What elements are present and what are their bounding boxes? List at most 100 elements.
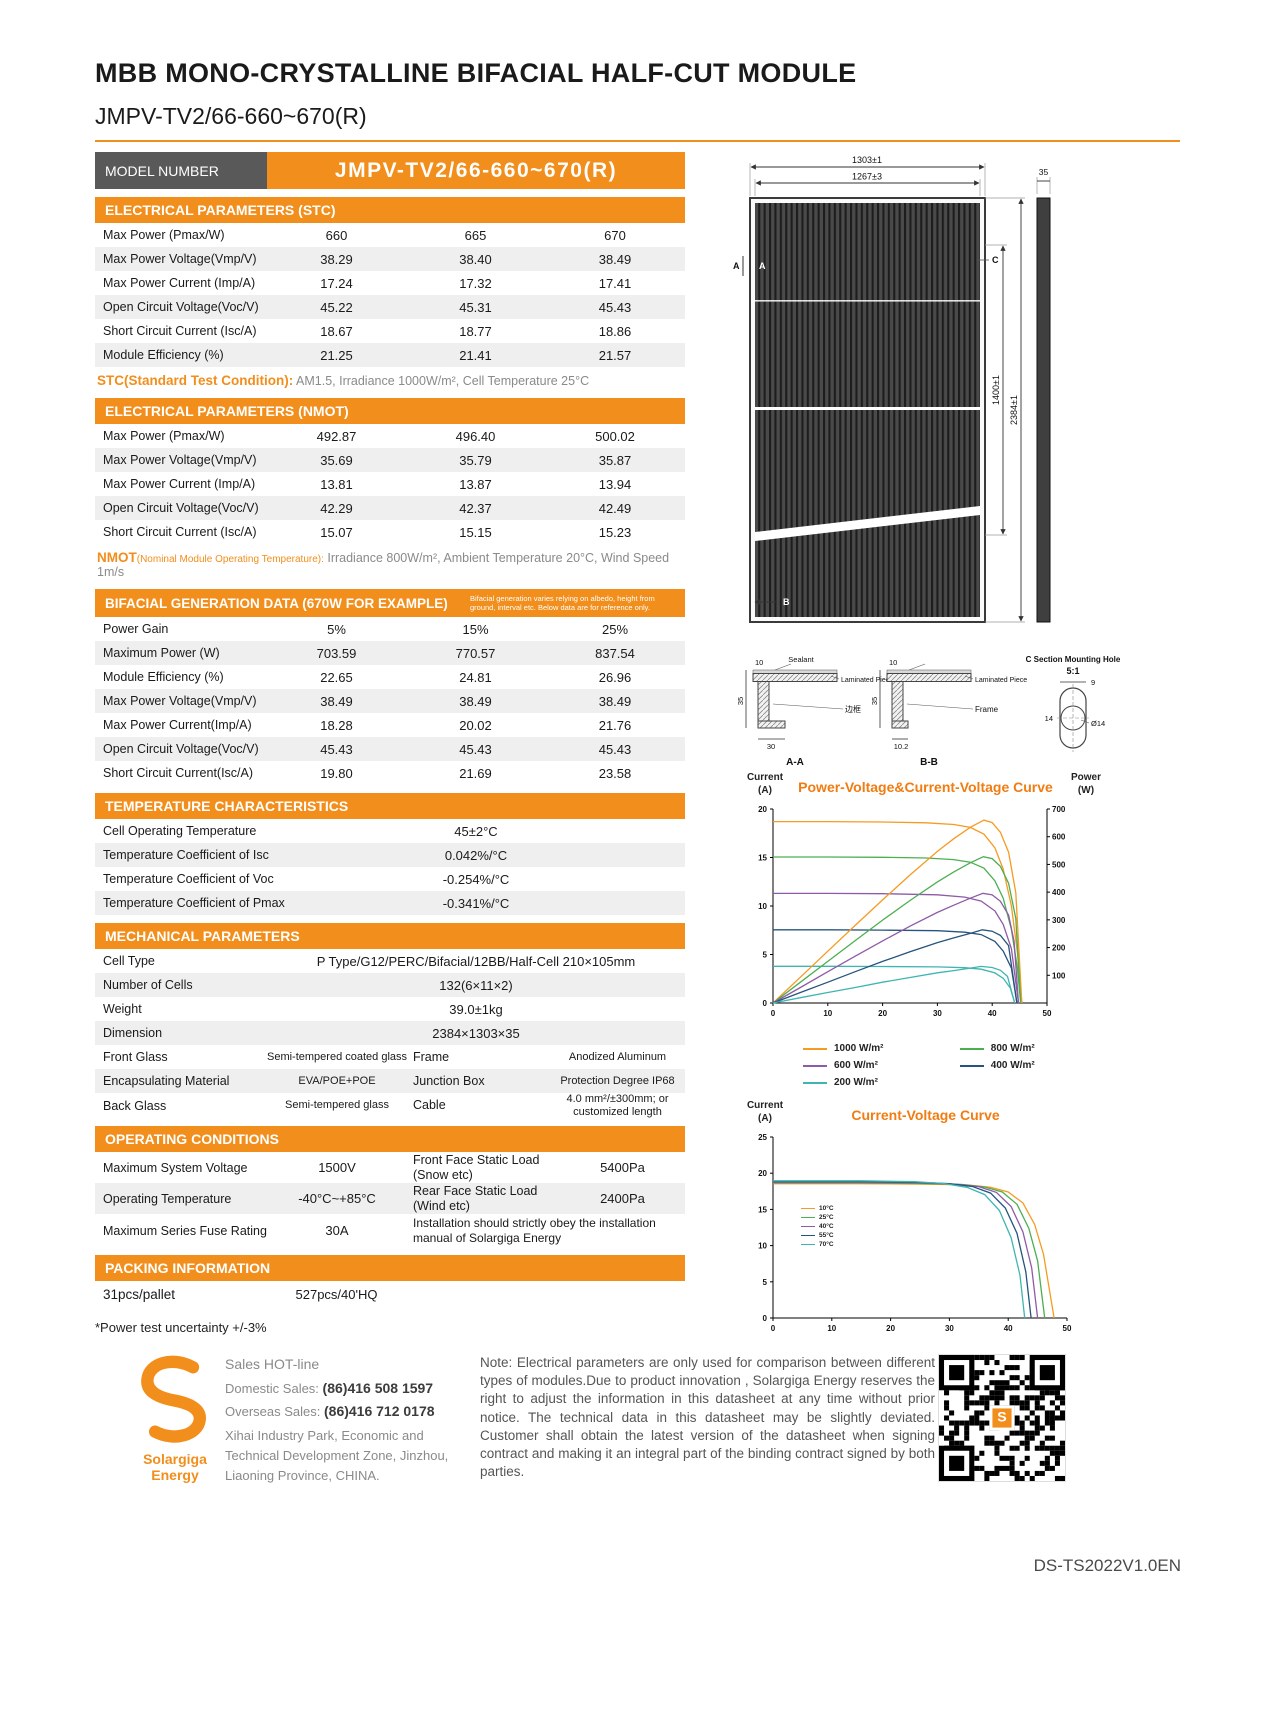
table-row: Maximum Series Fuse Rating 30A Installatio… [95, 1214, 685, 1247]
param-value: 15.23 [598, 524, 632, 540]
bb-laminated-label: Laminated Piece [975, 677, 1027, 684]
table-row: Back Glass Semi-tempered glass Cable 4.0 mm… [95, 1093, 685, 1118]
table-row: 31pcs/pallet 527pcs/40'HQ [95, 1281, 685, 1308]
section-header-bifacial: BIFACIAL GENERATION DATA (670W FOR EXAMP… [95, 589, 685, 617]
param-value: 770.57 [455, 645, 496, 661]
legend-label: 25°C [819, 1214, 834, 1221]
param-value: 35.79 [459, 452, 492, 468]
stc-note: STC(Standard Test Condition): AM1.5, Irr… [95, 367, 685, 390]
param-value: 38.49 [598, 693, 632, 709]
svg-text:5: 5 [763, 1278, 768, 1287]
aa-dim-top: 10 [755, 658, 763, 667]
legend-label: 200 W/m² [834, 1077, 878, 1088]
bb-dim-side: 35 [870, 697, 879, 705]
param-value: 13.87 [459, 476, 492, 492]
svg-text:40: 40 [988, 1009, 997, 1018]
table-row: Short Circuit Current (Isc/A) 15.07 15.15 1… [95, 520, 685, 544]
svg-text:500: 500 [1052, 860, 1066, 869]
temperature-table: Cell Operating Temperature 45±2°C Tempera… [95, 819, 685, 915]
svg-text:20: 20 [758, 805, 767, 814]
param-value: 30A [325, 1223, 349, 1239]
param-value: 21.57 [598, 347, 632, 363]
param-value: 23.58 [598, 765, 632, 781]
stc-note-strong: STC(Standard Test Condition): [97, 373, 294, 388]
param-value: 42.29 [320, 500, 353, 516]
svg-text:0: 0 [763, 1314, 768, 1323]
mechanical-table: Cell Type P Type/G12/PERC/Bifacial/12BB/H… [95, 949, 685, 1118]
overseas-sales-number: (86)416 712 0178 [324, 1403, 435, 1419]
module-side-view [1036, 197, 1051, 623]
param-value: 1500V [318, 1160, 356, 1176]
aa-laminated-label: Laminated Piece [841, 677, 893, 684]
table-row: Number of Cells 132(6×11×2) [95, 973, 685, 997]
param-label: Open Circuit Voltage(Voc/V) [103, 501, 259, 515]
param-label: Max Power (Pmax/W) [103, 429, 225, 443]
svg-text:20: 20 [758, 1169, 767, 1178]
legend-swatch [803, 1047, 827, 1050]
section-title: TEMPERATURE CHARACTERISTICS [105, 798, 349, 814]
legend-label: 800 W/m² [990, 1043, 1035, 1054]
section-a-marker: A [759, 261, 766, 271]
svg-text:0: 0 [771, 1324, 776, 1333]
section-header-mechanical: MECHANICAL PARAMETERS [95, 923, 685, 949]
param-value: 38.49 [598, 251, 632, 267]
chart2-legend: 10°C 25°C 40°C 55°C 70°C [801, 1205, 834, 1250]
legend-label: 70°C [819, 1241, 834, 1248]
param-value: 45±2°C [454, 823, 498, 839]
legend-swatch [801, 1216, 815, 1219]
param-value: 42.37 [459, 500, 492, 516]
table-row: Max Power Current (Imp/A) 13.81 13.87 13.94 [95, 472, 685, 496]
packing-table: 31pcs/pallet 527pcs/40'HQ [95, 1281, 685, 1308]
legend-item: 400 W/m² [959, 1057, 1063, 1074]
dim-height: 2384±1 [1009, 395, 1019, 425]
legend-swatch [801, 1234, 815, 1237]
param-label: Maximum Power (W) [103, 646, 220, 660]
section-header-nmot: ELECTRICAL PARAMETERS (NMOT) [95, 398, 685, 424]
chart1-header: Current (A) Power-Voltage&Current-Voltage… [743, 772, 1108, 797]
param-value: 26.96 [598, 669, 632, 685]
graphics-column: 1303±1 1267±3 A A C B 1400±1 [715, 150, 1185, 1350]
svg-text:15: 15 [758, 1205, 767, 1214]
svg-text:5: 5 [763, 951, 768, 960]
table-row: Temperature Coefficient of Pmax -0.341%/°… [95, 891, 685, 915]
table-row: Open Circuit Voltage(Voc/V) 45.43 45.43 45.… [95, 737, 685, 761]
param-value: 17.41 [598, 275, 632, 291]
param-label: Module Efficiency (%) [103, 348, 224, 362]
param-label: Module Efficiency (%) [103, 670, 224, 684]
svg-text:700: 700 [1052, 805, 1066, 814]
c-section-scale: 5:1 [1066, 666, 1079, 676]
param-value: 5% [327, 621, 346, 637]
legend-swatch [803, 1064, 827, 1067]
param-value: 18.28 [320, 717, 353, 733]
contact-block: Sales HOT-line Domestic Sales: (86)416 5… [225, 1356, 475, 1486]
svg-text:50: 50 [1063, 1324, 1072, 1333]
param-value: 5400Pa [600, 1160, 645, 1176]
svg-text:15: 15 [758, 854, 767, 863]
chart2-left-axis-label: Current (A) [746, 1100, 784, 1124]
param-label: Cell Operating Temperature [103, 824, 257, 838]
bifacial-table: Power Gain 5% 15% 25% Maximum Power (W) 703.… [95, 617, 685, 785]
qr-code: S [938, 1354, 1066, 1482]
company-address: Xihai Industry Park, Economic and Techni… [225, 1428, 449, 1484]
legend-item: 600 W/m² [803, 1057, 912, 1074]
table-row: Max Power Current(Imp/A) 18.28 20.02 21.76 [95, 713, 685, 737]
param-value: 670 [604, 227, 626, 243]
param-value: 15.07 [320, 524, 353, 540]
param-value: 660 [325, 227, 348, 243]
param-value: 13.94 [598, 476, 632, 492]
section-bb-detail: 10 35 10.2 Laminated Piece Frame B-B [870, 658, 1027, 768]
param-value: 527pcs/40'HQ [295, 1287, 378, 1303]
svg-text:0: 0 [771, 1009, 776, 1018]
aa-caption: A-A [786, 757, 804, 768]
table-row: Max Power Voltage(Vmp/V) 38.29 38.40 38.49 [95, 247, 685, 271]
solargiga-logo-icon [141, 1355, 206, 1443]
page-subtitle: JMPV-TV2/66-660~670(R) [95, 103, 367, 129]
table-row: Temperature Coefficient of Isc 0.042%/°C [95, 843, 685, 867]
svg-text:20: 20 [878, 1009, 887, 1018]
param-value: 18.77 [459, 323, 492, 339]
table-row: Maximum System Voltage 1500V Front Face St… [95, 1152, 685, 1183]
legend-item: 200 W/m² [803, 1074, 912, 1091]
document-number: DS-TS2022V1.0EN [1033, 1556, 1181, 1575]
bifacial-side-note: Bifacial generation varies relying on al… [470, 594, 655, 612]
